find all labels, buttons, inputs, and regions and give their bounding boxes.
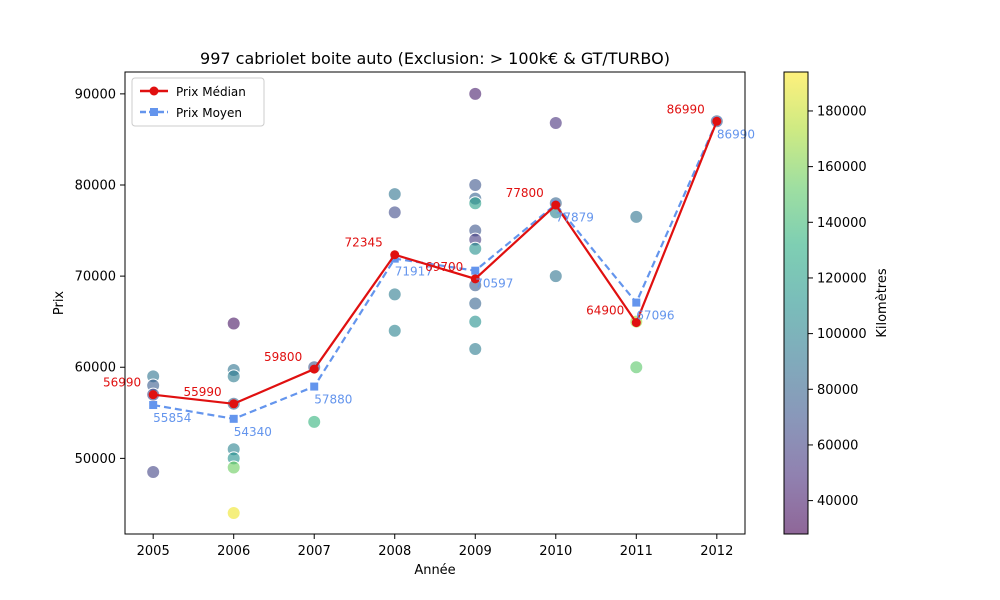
scatter-point <box>387 187 402 202</box>
x-tick-label: 2009 <box>459 544 492 559</box>
y-tick-label: 50000 <box>75 452 116 467</box>
colorbar-tick-label: 100000 <box>817 327 867 342</box>
median-data-label: 64900 <box>586 304 624 318</box>
median-data-label: 55990 <box>184 385 222 399</box>
y-tick-label: 90000 <box>75 87 116 102</box>
y-tick-label: 70000 <box>75 270 116 285</box>
colorbar-gradient <box>784 72 808 534</box>
x-axis-label: Année <box>414 563 455 578</box>
scatter-point <box>146 465 161 480</box>
x-tick-label: 2012 <box>700 544 733 559</box>
scatter-point <box>468 177 483 192</box>
y-axis: 50000 60000 70000 80000 90000 <box>75 87 125 467</box>
series-mean-marker <box>229 414 238 423</box>
x-tick-label: 2006 <box>217 544 250 559</box>
series-median-marker <box>229 399 239 409</box>
mean-data-label: 57880 <box>314 393 352 407</box>
x-tick-label: 2005 <box>137 544 170 559</box>
colorbar-label: Kilomètres <box>875 268 890 338</box>
series-median-line <box>153 120 718 405</box>
series-mean-marker <box>149 401 158 410</box>
legend-median-label: Prix Médian <box>176 85 246 99</box>
colorbar-tick-label: 40000 <box>817 494 858 509</box>
scatter-point <box>307 414 322 429</box>
mean-data-label: 86990 <box>717 127 755 141</box>
x-tick-label: 2007 <box>298 544 331 559</box>
scatter-point <box>387 287 402 302</box>
series-median-marker <box>390 250 400 260</box>
series-mean-marker <box>632 298 641 307</box>
legend-mean-marker <box>150 108 158 116</box>
series-median-marker <box>309 364 319 374</box>
scatter-point <box>629 209 644 224</box>
scatter-point <box>468 296 483 311</box>
colorbar-tick-label: 140000 <box>817 216 867 231</box>
mean-data-label: 70597 <box>475 277 513 291</box>
median-data-label: 59800 <box>264 350 302 364</box>
scatter-point <box>226 369 241 384</box>
colorbar-tick-label: 120000 <box>817 271 867 286</box>
colorbar: 40000 60000 80000 100000 120000 140000 160000 1… <box>783 71 890 535</box>
mean-data-label: 54340 <box>234 425 272 439</box>
scatter-point <box>226 460 241 475</box>
median-data-label: 69700 <box>425 260 463 274</box>
x-tick-label: 2008 <box>378 544 411 559</box>
series-mean-marker <box>471 266 480 275</box>
series-median-marker <box>631 318 641 328</box>
series-median-marker <box>148 390 158 400</box>
scatter-point <box>468 342 483 357</box>
scatter-point <box>548 269 563 284</box>
series-median-marker <box>551 200 561 210</box>
mean-data-label: 77879 <box>556 210 594 224</box>
legend-median-marker <box>149 86 159 96</box>
mean-data-label: 55854 <box>153 411 191 425</box>
colorbar-frame <box>783 71 809 535</box>
plot-frame <box>124 71 746 535</box>
scatter-point <box>387 205 402 220</box>
y-tick-label: 60000 <box>75 361 116 376</box>
scatter-point <box>468 241 483 256</box>
mean-data-label: 67096 <box>636 309 674 323</box>
median-data-label: 72345 <box>345 236 383 250</box>
scatter-point <box>468 86 483 101</box>
scatter-point <box>226 506 241 521</box>
scatter-point <box>226 316 241 331</box>
colorbar-tick-label: 180000 <box>817 104 867 119</box>
scatter-point <box>468 314 483 329</box>
series-mean-marker <box>310 382 319 391</box>
colorbar-tick-label: 60000 <box>817 438 858 453</box>
scatter-point <box>387 323 402 338</box>
y-axis-label: Prix <box>52 291 67 316</box>
series-median-marker <box>712 116 722 126</box>
colorbar-tick-label: 80000 <box>817 383 858 398</box>
median-data-label: 56990 <box>103 376 141 390</box>
series-mean-line <box>152 120 718 420</box>
colorbar-tick-label: 160000 <box>817 160 867 175</box>
plot-area: 56990 55854 55990 54340 59800 57880 72345 71917… <box>103 86 755 521</box>
chart-title: 997 cabriolet boite auto (Exclusion: > 1… <box>200 49 670 68</box>
median-data-label: 77800 <box>506 186 544 200</box>
mean-data-label: 71917 <box>395 265 433 279</box>
series-median-marker <box>470 274 480 284</box>
legend: Prix Médian Prix Moyen <box>131 77 265 127</box>
scatter-point <box>629 360 644 375</box>
legend-mean-label: Prix Moyen <box>176 106 242 120</box>
scatter-point <box>468 196 483 211</box>
x-axis: 2005 2006 2007 2008 2009 2010 2011 2012 <box>137 534 733 559</box>
x-tick-label: 2010 <box>539 544 572 559</box>
y-tick-label: 80000 <box>75 178 116 193</box>
median-data-label: 86990 <box>667 102 705 116</box>
colorbar-ticks: 40000 60000 80000 100000 120000 140000 160000 1… <box>808 104 867 509</box>
x-tick-label: 2011 <box>620 544 653 559</box>
scatter-point <box>548 116 563 131</box>
